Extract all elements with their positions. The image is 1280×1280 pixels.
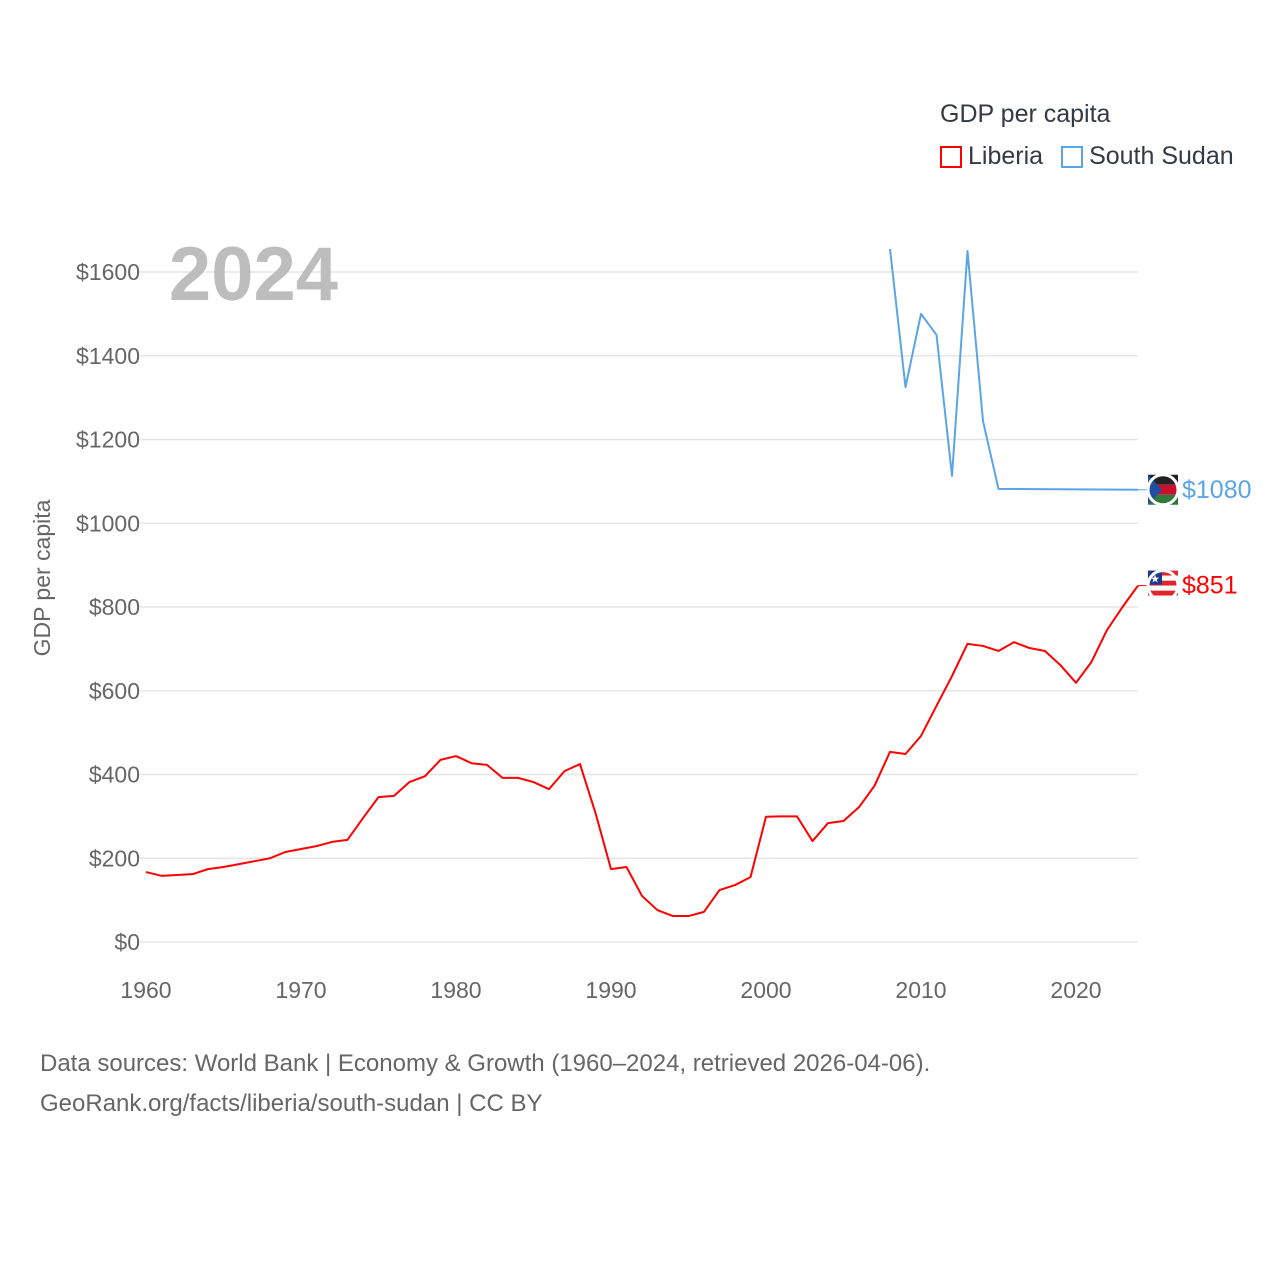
flag-stripe (1148, 575, 1178, 581)
y-tick-label: $1600 (76, 259, 140, 285)
flag-stripe (1148, 580, 1178, 586)
y-axis-label: GDP per capita (29, 499, 55, 656)
x-tick-label: 2020 (1050, 977, 1101, 1003)
source-note: Data sources: World Bank | Economy & Gro… (40, 1044, 930, 1124)
series-line-liberia (145, 585, 1139, 918)
legend-swatch (940, 145, 962, 168)
legend: Liberia South Sudan (940, 142, 1234, 171)
legend-item-liberia[interactable]: Liberia (940, 142, 1043, 171)
legend-label: Liberia (968, 142, 1044, 170)
x-tick-label: 1990 (585, 977, 636, 1003)
source-link[interactable]: GeoRank.org/facts/liberia/south-sudan | … (40, 1090, 543, 1117)
flag-border (1146, 473, 1180, 507)
x-tick-label: 1970 (275, 977, 326, 1003)
flag-stripe (1148, 595, 1178, 601)
y-tick-label: $1400 (76, 343, 140, 369)
year-label: 2024 (169, 232, 338, 317)
flag-stripe (1148, 590, 1178, 596)
y-tick-label: $1000 (76, 510, 140, 536)
y-axis: $0 $200 $400 $600 $800 $1000 $1200 $1400 $1600 (76, 259, 140, 955)
liberia-flag-icon: ★ (1146, 569, 1180, 603)
flag-stripe (1148, 585, 1178, 591)
flag-stripe (1148, 474, 1178, 485)
south-sudan-flag-icon (1146, 473, 1180, 507)
y-tick-label: $600 (89, 678, 140, 704)
flag-stripe (1148, 484, 1178, 495)
y-tick-label: $0 (114, 929, 140, 955)
x-tick-label: 2000 (740, 977, 791, 1003)
y-tick-label: $800 (89, 594, 140, 620)
x-axis: 1960 1970 1980 1990 2000 2010 2020 (120, 977, 1101, 1003)
legend-label: South Sudan (1089, 142, 1234, 170)
grid (140, 271, 1138, 943)
y-tick-label: $200 (89, 845, 140, 871)
series-lines: ★ $851 $1080 (145, 248, 1252, 918)
legend-item-south-sudan[interactable]: South Sudan (1061, 142, 1234, 171)
source-line: Data sources: World Bank | Economy & Gro… (40, 1050, 931, 1077)
x-tick-label: 2010 (895, 977, 946, 1003)
legend-title: GDP per capita (940, 100, 1111, 128)
flag-border (1146, 569, 1180, 603)
y-tick-label: $400 (89, 762, 140, 788)
legend-swatch (1061, 145, 1084, 168)
flag-star: ★ (1150, 574, 1160, 586)
series-line-south-sudan (889, 248, 1139, 491)
flag-stripe (1148, 494, 1178, 505)
y-tick-label: $1200 (76, 427, 140, 453)
end-value-label: $1080 (1182, 476, 1252, 504)
end-value-label: $851 (1182, 572, 1238, 600)
flag-stripe (1148, 570, 1178, 576)
x-tick-label: 1980 (430, 977, 481, 1003)
x-tick-label: 1960 (120, 977, 171, 1003)
